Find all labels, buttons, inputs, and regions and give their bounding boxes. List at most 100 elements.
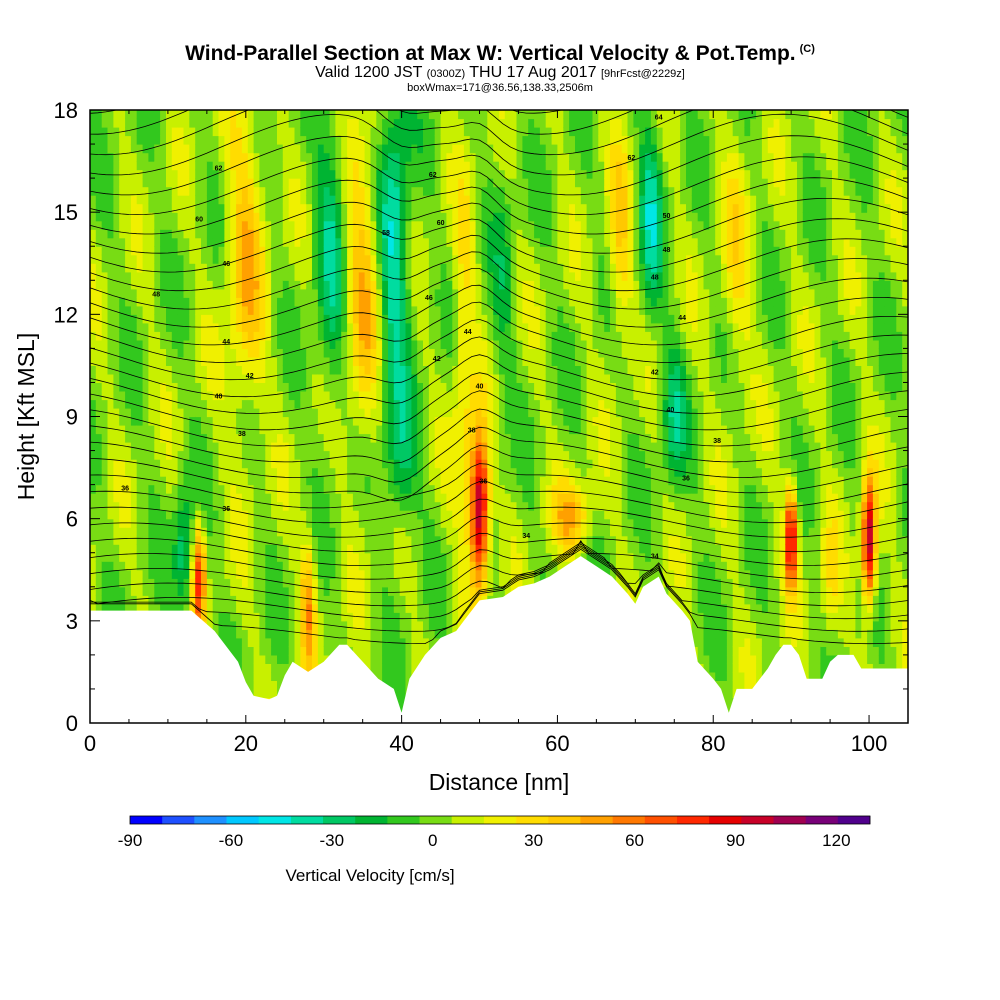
velocity-cell	[247, 382, 255, 392]
velocity-cell	[95, 586, 103, 596]
velocity-cell	[463, 280, 471, 290]
velocity-cell	[312, 152, 319, 162]
velocity-cell	[142, 510, 149, 520]
velocity-cell	[148, 365, 155, 375]
velocity-cell	[312, 654, 319, 664]
velocity-cell	[206, 229, 214, 239]
velocity-cell	[341, 161, 348, 171]
velocity-cell	[230, 595, 237, 605]
velocity-cell	[312, 169, 319, 179]
velocity-cell	[288, 118, 296, 128]
velocity-cell	[317, 442, 325, 452]
velocity-cell	[393, 646, 401, 656]
velocity-cell	[95, 246, 103, 256]
velocity-cell	[130, 322, 138, 332]
velocity-cell	[136, 578, 144, 588]
velocity-cell	[282, 484, 290, 494]
velocity-cell	[247, 612, 255, 622]
velocity-cell	[201, 399, 208, 409]
velocity-cell	[171, 118, 179, 128]
velocity-cell	[201, 365, 208, 375]
velocity-cell	[487, 467, 494, 477]
velocity-cell	[171, 382, 179, 392]
velocity-cell	[119, 297, 126, 307]
velocity-cell	[341, 450, 348, 460]
velocity-cell	[288, 569, 296, 579]
velocity-cell	[288, 391, 296, 401]
velocity-cell	[177, 263, 184, 273]
velocity-cell	[300, 348, 307, 358]
velocity-cell	[95, 203, 103, 213]
velocity-cell	[423, 484, 430, 494]
velocity-cell	[90, 288, 97, 298]
velocity-cell	[259, 654, 266, 664]
velocity-cell	[265, 220, 272, 230]
velocity-cell	[142, 212, 149, 222]
velocity-cell	[171, 169, 179, 179]
velocity-cell	[335, 484, 342, 494]
velocity-cell	[411, 629, 418, 639]
velocity-cell	[388, 578, 395, 588]
velocity-cell	[218, 246, 225, 256]
velocity-cell	[101, 535, 109, 545]
velocity-cell	[230, 391, 237, 401]
velocity-cell	[166, 408, 173, 418]
velocity-cell	[475, 288, 482, 298]
velocity-cell	[95, 322, 103, 332]
velocity-cell	[265, 433, 272, 443]
velocity-cell	[136, 476, 144, 486]
velocity-cell	[183, 476, 190, 486]
velocity-cell	[405, 348, 412, 358]
velocity-cell	[241, 237, 249, 247]
velocity-cell	[341, 144, 348, 154]
velocity-cell	[241, 229, 249, 239]
velocity-cell	[241, 603, 249, 613]
velocity-cell	[236, 544, 243, 554]
velocity-cell	[95, 578, 103, 588]
velocity-cell	[230, 186, 237, 196]
velocity-cell	[148, 348, 155, 358]
velocity-cell	[312, 280, 319, 290]
velocity-cell	[212, 373, 220, 383]
velocity-cell	[277, 578, 284, 588]
velocity-cell	[469, 467, 477, 477]
velocity-cell	[423, 425, 430, 435]
velocity-cell	[171, 297, 179, 307]
velocity-cell	[125, 297, 132, 307]
velocity-cell	[271, 501, 278, 511]
velocity-cell	[247, 391, 255, 401]
velocity-cell	[341, 339, 348, 349]
velocity-cell	[446, 620, 453, 630]
velocity-cell	[183, 603, 190, 613]
velocity-cell	[364, 178, 371, 188]
velocity-cell	[130, 186, 138, 196]
velocity-cell	[125, 561, 132, 571]
velocity-cell	[364, 161, 371, 171]
velocity-cell	[247, 535, 255, 545]
velocity-cell	[388, 169, 395, 179]
velocity-cell	[434, 442, 442, 452]
velocity-cell	[160, 569, 167, 579]
velocity-cell	[119, 544, 126, 554]
velocity-cell	[300, 586, 307, 596]
velocity-cell	[101, 237, 109, 247]
velocity-cell	[317, 186, 325, 196]
velocity-cell	[253, 229, 260, 239]
velocity-cell	[195, 297, 202, 307]
velocity-cell	[130, 314, 138, 324]
velocity-cell	[142, 442, 149, 452]
velocity-cell	[388, 220, 395, 230]
velocity-cell	[481, 425, 488, 435]
velocity-cell	[265, 331, 272, 341]
velocity-cell	[294, 535, 301, 545]
velocity-cell	[142, 450, 149, 460]
velocity-cell	[166, 169, 173, 179]
velocity-cell	[352, 442, 360, 452]
velocity-cell	[288, 322, 296, 332]
velocity-cell	[446, 161, 453, 171]
velocity-cell	[271, 612, 278, 622]
velocity-cell	[306, 144, 313, 154]
velocity-cell	[417, 110, 424, 120]
velocity-cell	[101, 297, 109, 307]
velocity-cell	[487, 442, 494, 452]
